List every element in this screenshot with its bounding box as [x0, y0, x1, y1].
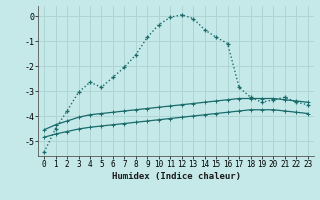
- X-axis label: Humidex (Indice chaleur): Humidex (Indice chaleur): [111, 172, 241, 181]
